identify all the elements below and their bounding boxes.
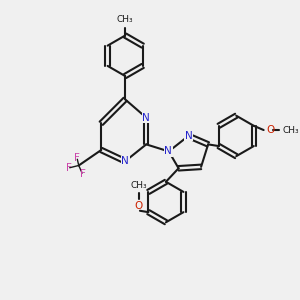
Text: F: F: [74, 153, 80, 164]
Text: CH₃: CH₃: [117, 15, 134, 24]
Text: F: F: [66, 163, 72, 173]
Text: CH₃: CH₃: [130, 181, 147, 190]
Text: N: N: [121, 156, 129, 166]
Text: N: N: [184, 131, 192, 141]
Text: F: F: [80, 169, 86, 179]
Text: CH₃: CH₃: [283, 125, 299, 134]
Text: O: O: [134, 201, 143, 211]
Text: O: O: [266, 125, 274, 135]
Text: N: N: [164, 146, 172, 156]
Text: N: N: [142, 113, 150, 123]
